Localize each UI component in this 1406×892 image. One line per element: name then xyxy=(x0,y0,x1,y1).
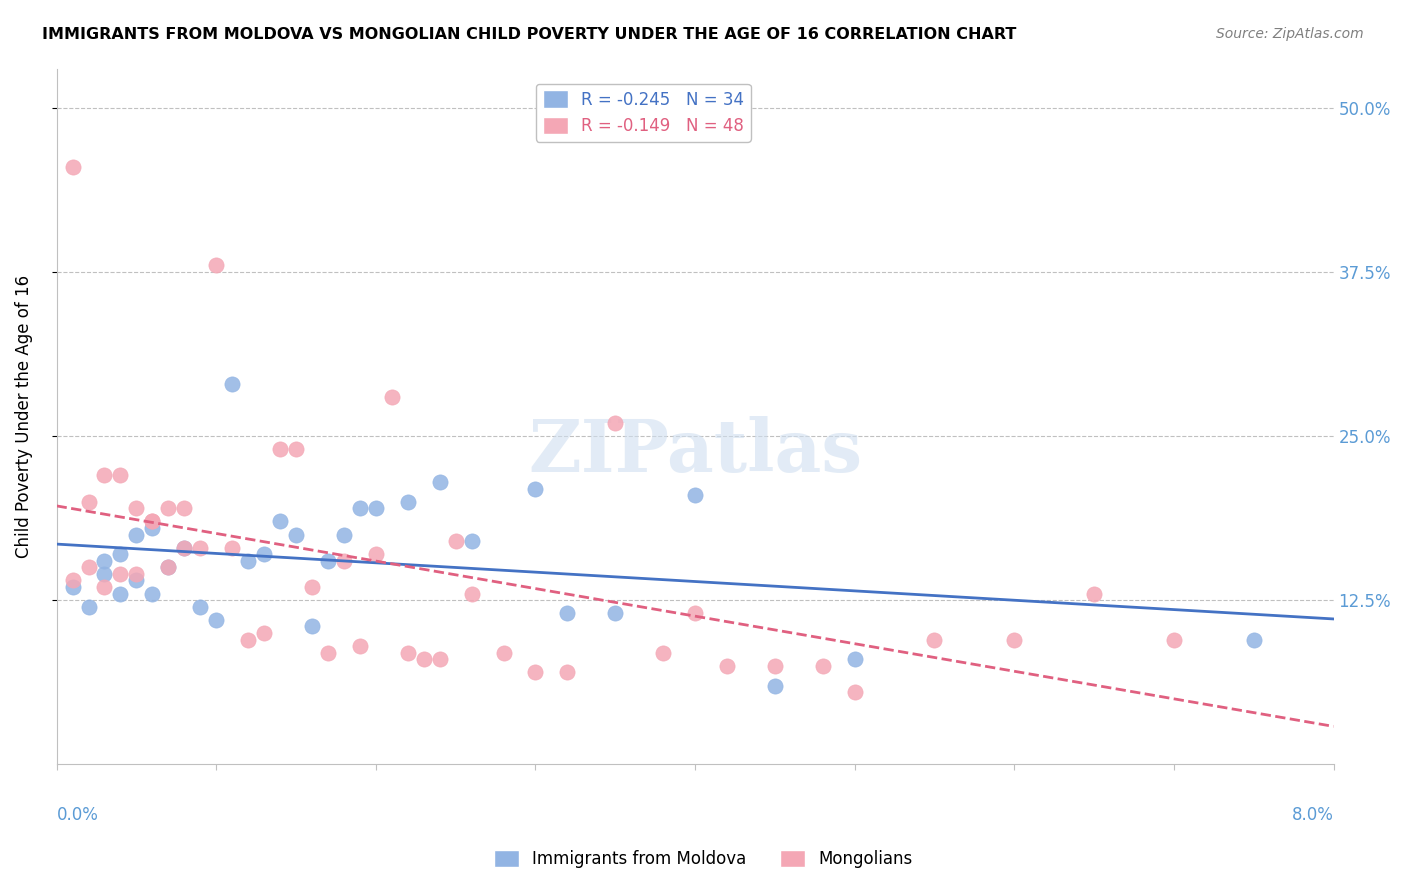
Point xyxy=(125,527,148,541)
Point xyxy=(110,586,132,600)
Point xyxy=(412,652,434,666)
Point xyxy=(157,560,180,574)
Point xyxy=(125,566,148,581)
Point xyxy=(173,501,195,516)
Point xyxy=(381,390,404,404)
Point xyxy=(301,619,323,633)
Point xyxy=(93,468,115,483)
Y-axis label: Child Poverty Under the Age of 16: Child Poverty Under the Age of 16 xyxy=(15,275,32,558)
Point xyxy=(141,521,163,535)
Point xyxy=(77,599,100,614)
Point xyxy=(110,566,132,581)
Point xyxy=(524,665,547,680)
Point xyxy=(188,541,211,555)
Point xyxy=(557,607,579,621)
Point xyxy=(396,646,419,660)
Point xyxy=(492,646,515,660)
Point xyxy=(763,679,786,693)
Point xyxy=(285,527,308,541)
Point xyxy=(316,554,339,568)
Point xyxy=(236,632,259,647)
Point xyxy=(93,580,115,594)
Point xyxy=(205,259,228,273)
Point xyxy=(1002,632,1025,647)
Text: 0.0%: 0.0% xyxy=(56,806,98,824)
Point xyxy=(221,541,243,555)
Point xyxy=(93,554,115,568)
Point xyxy=(557,665,579,680)
Legend: R = -0.245   N = 34, R = -0.149   N = 48: R = -0.245 N = 34, R = -0.149 N = 48 xyxy=(536,84,751,142)
Point xyxy=(157,501,180,516)
Point xyxy=(444,534,467,549)
Text: 8.0%: 8.0% xyxy=(1292,806,1333,824)
Point xyxy=(396,494,419,508)
Point xyxy=(716,658,738,673)
Point xyxy=(349,501,371,516)
Point xyxy=(1163,632,1185,647)
Point xyxy=(253,626,276,640)
Point xyxy=(269,515,291,529)
Legend: Immigrants from Moldova, Mongolians: Immigrants from Moldova, Mongolians xyxy=(486,843,920,875)
Point xyxy=(683,607,706,621)
Point xyxy=(110,547,132,561)
Point xyxy=(605,416,627,430)
Point xyxy=(811,658,834,673)
Point xyxy=(125,574,148,588)
Point xyxy=(77,494,100,508)
Point xyxy=(364,501,387,516)
Point xyxy=(429,475,451,489)
Point xyxy=(253,547,276,561)
Point xyxy=(1083,586,1105,600)
Point xyxy=(285,442,308,457)
Point xyxy=(364,547,387,561)
Point xyxy=(844,652,866,666)
Point xyxy=(605,607,627,621)
Point xyxy=(683,488,706,502)
Point xyxy=(524,482,547,496)
Point xyxy=(62,574,84,588)
Point xyxy=(62,580,84,594)
Point xyxy=(157,560,180,574)
Text: ZIPatlas: ZIPatlas xyxy=(529,416,862,487)
Text: IMMIGRANTS FROM MOLDOVA VS MONGOLIAN CHILD POVERTY UNDER THE AGE OF 16 CORRELATI: IMMIGRANTS FROM MOLDOVA VS MONGOLIAN CHI… xyxy=(42,27,1017,42)
Point xyxy=(763,658,786,673)
Point xyxy=(221,376,243,391)
Point xyxy=(188,599,211,614)
Point xyxy=(429,652,451,666)
Point xyxy=(333,554,356,568)
Point xyxy=(205,613,228,627)
Point xyxy=(125,501,148,516)
Point xyxy=(460,586,482,600)
Point xyxy=(652,646,675,660)
Point xyxy=(236,554,259,568)
Text: Source: ZipAtlas.com: Source: ZipAtlas.com xyxy=(1216,27,1364,41)
Point xyxy=(110,468,132,483)
Point xyxy=(301,580,323,594)
Point xyxy=(141,515,163,529)
Point xyxy=(924,632,946,647)
Point xyxy=(349,639,371,653)
Point xyxy=(1243,632,1265,647)
Point xyxy=(141,515,163,529)
Point xyxy=(333,527,356,541)
Point xyxy=(93,566,115,581)
Point xyxy=(62,160,84,174)
Point xyxy=(173,541,195,555)
Point xyxy=(141,586,163,600)
Point xyxy=(173,541,195,555)
Point xyxy=(460,534,482,549)
Point xyxy=(844,685,866,699)
Point xyxy=(316,646,339,660)
Point xyxy=(77,560,100,574)
Point xyxy=(269,442,291,457)
